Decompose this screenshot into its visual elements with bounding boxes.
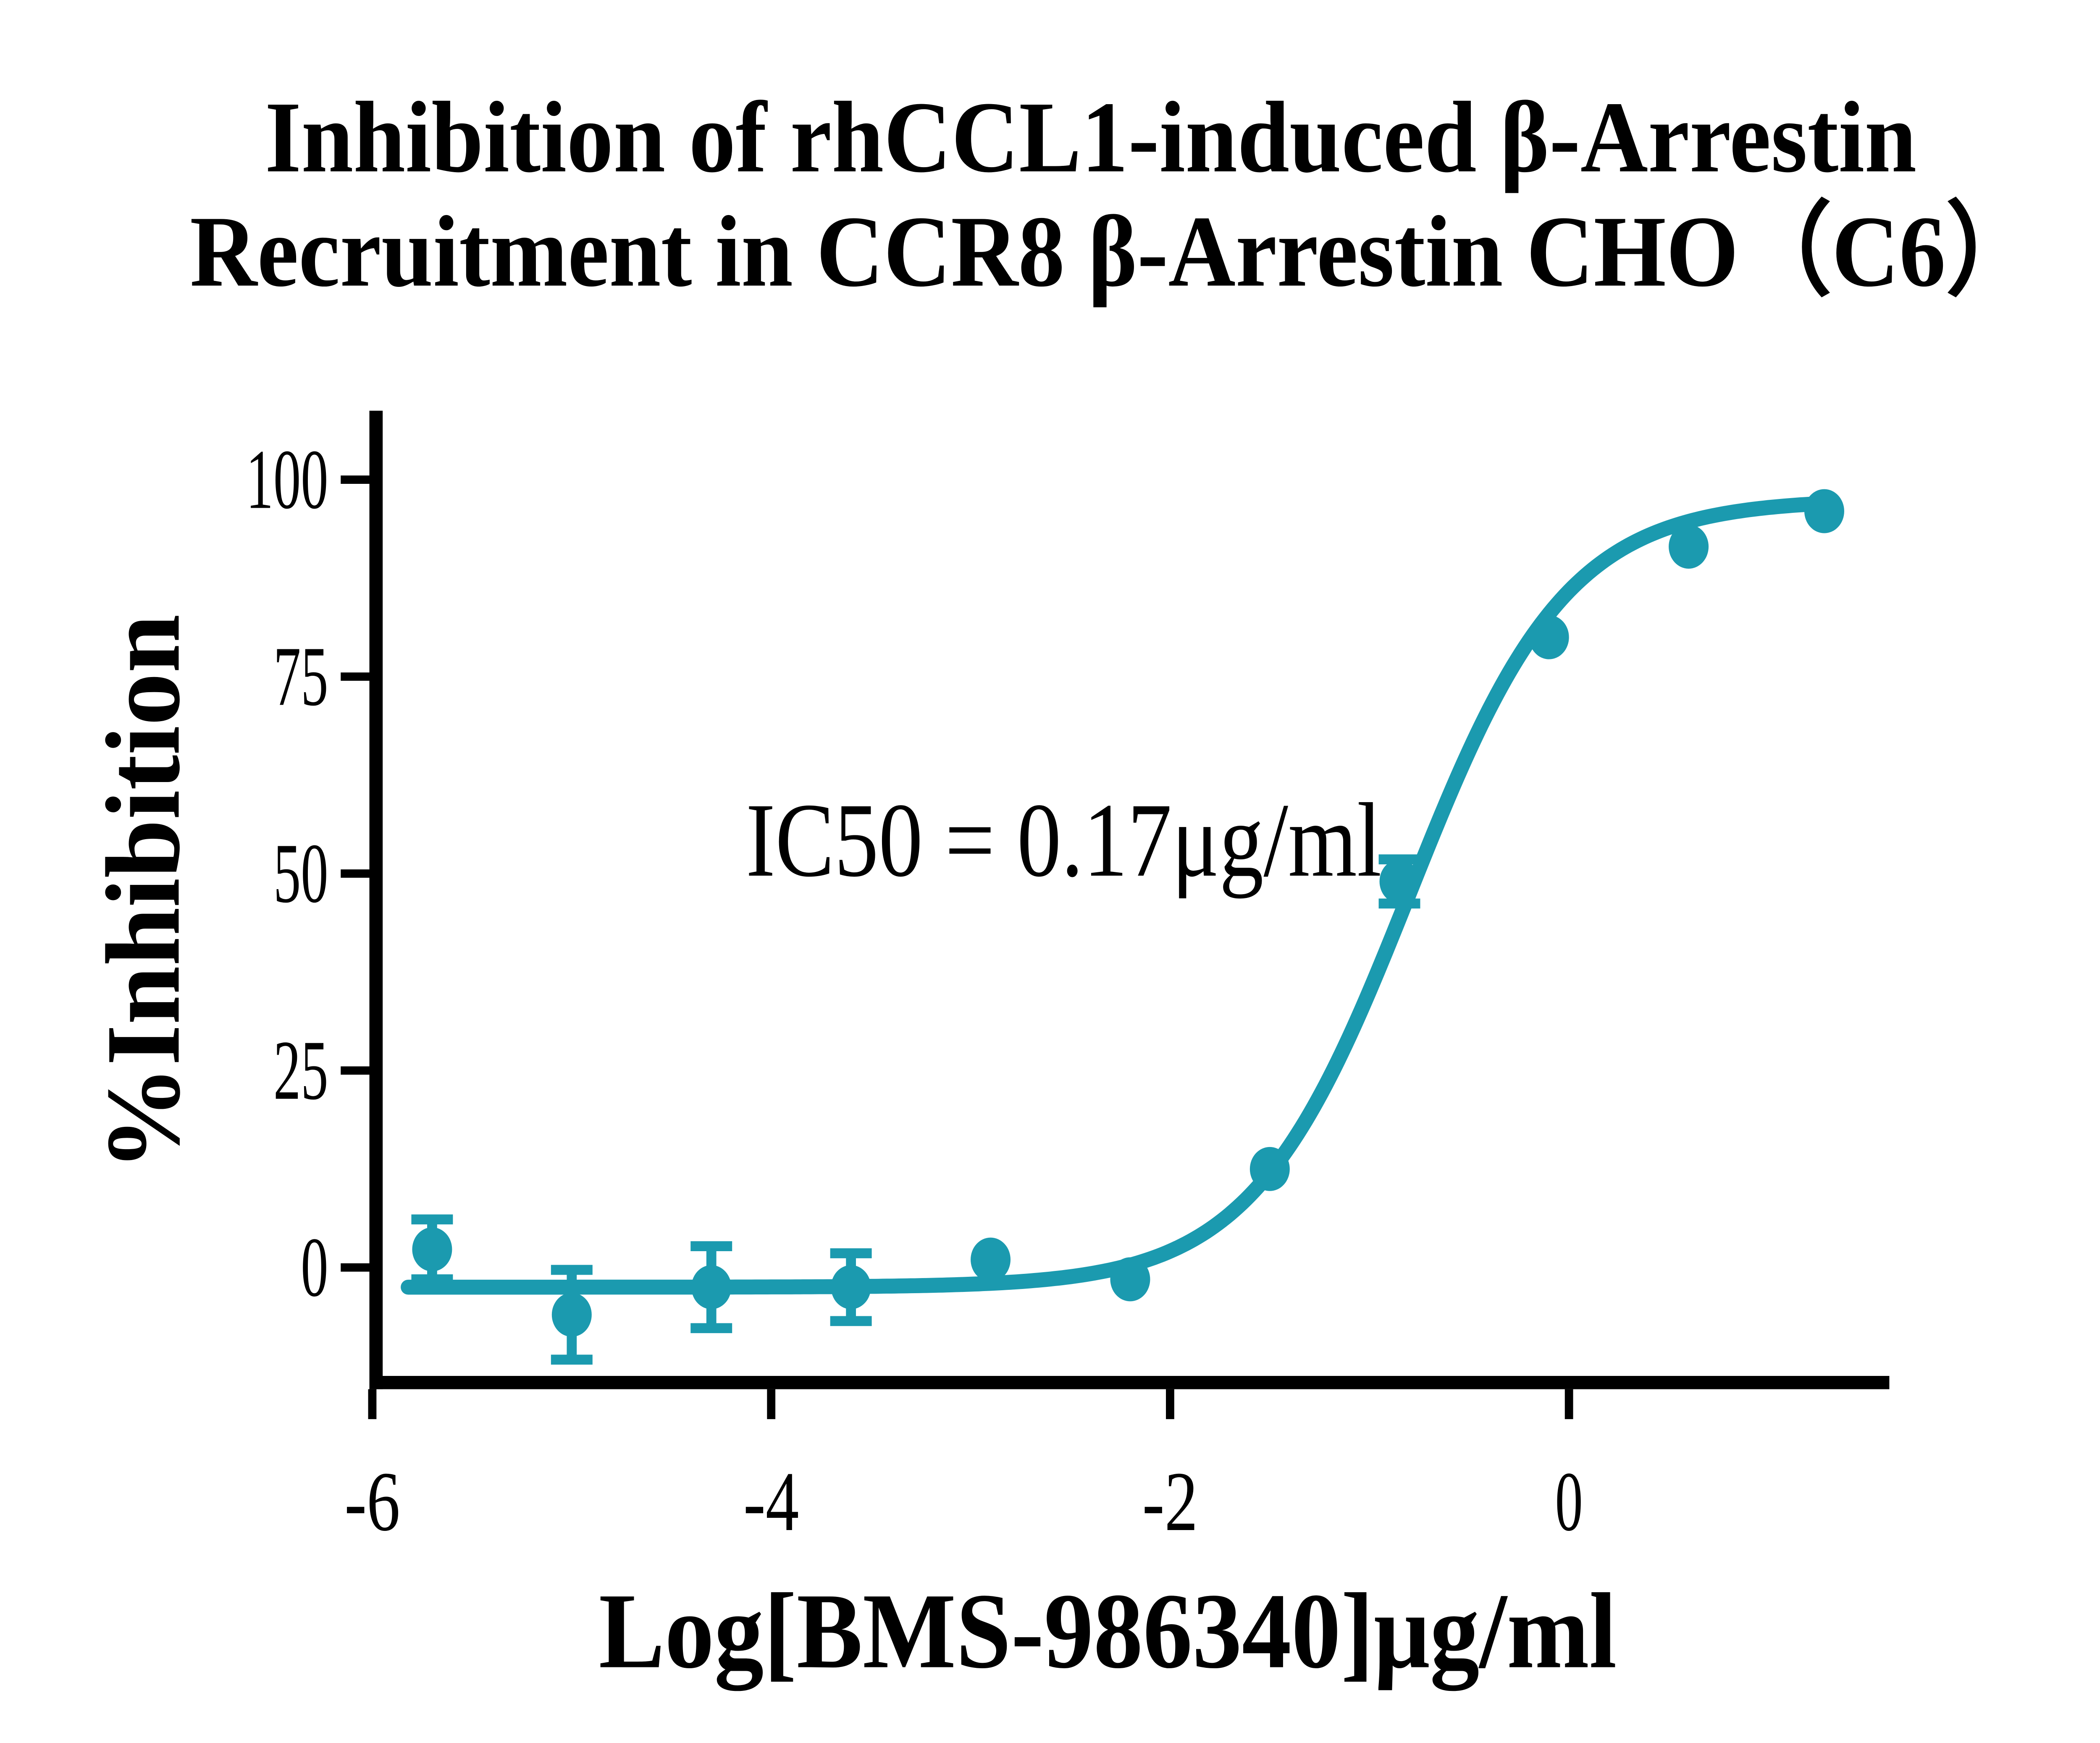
y-tick-label: 75 (273, 629, 328, 723)
data-point-marker (691, 1265, 732, 1310)
y-axis-ticks: 0 25 50 75 100 (246, 432, 370, 1314)
data-point-marker (1804, 489, 1844, 533)
data-point-marker (1379, 859, 1420, 904)
chart-title-line1: Inhibition of rhCCL1-induced β-Arrestin (265, 81, 1917, 194)
data-point-marker (1250, 1147, 1290, 1191)
data-point-marker (412, 1227, 452, 1272)
y-tick-label: 25 (273, 1023, 328, 1117)
x-tick-label: -6 (344, 1454, 400, 1549)
y-axis-title: %Inhibition (84, 614, 202, 1171)
y-tick-label: 100 (246, 432, 328, 526)
data-point-marker (1669, 525, 1709, 569)
data-point-marker (1110, 1257, 1150, 1302)
plot-axes: 0 25 50 75 100 -6 -4 -2 0 (246, 410, 1890, 1549)
x-tick-label: -4 (743, 1454, 799, 1549)
x-tick-label: -2 (1142, 1454, 1198, 1549)
data-point-marker (1529, 615, 1569, 659)
y-tick-label: 0 (301, 1220, 328, 1314)
ic50-annotation: IC50 = 0.17μg/ml (746, 781, 1382, 899)
x-tick-label: 0 (1555, 1454, 1583, 1549)
data-point-marker (831, 1265, 871, 1310)
data-point-marker (551, 1292, 592, 1337)
x-axis-ticks: -6 -4 -2 0 (344, 1389, 1583, 1549)
data-point-marker (971, 1237, 1011, 1282)
chart-title-line2: Recruitment in CCR8 β-Arrestin CHO（C6） (190, 195, 2039, 308)
y-tick-label: 50 (273, 826, 328, 920)
data-points (412, 489, 1844, 1337)
x-axis-title: Log[BMS-986340]μg/ml (599, 1571, 1617, 1693)
